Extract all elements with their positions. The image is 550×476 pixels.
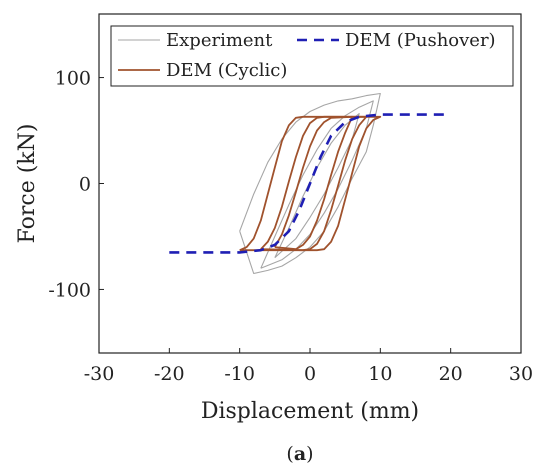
series-layer <box>169 92 451 275</box>
x-axis-label: Displacement (mm) <box>201 399 419 424</box>
x-tick-label: -10 <box>224 363 255 385</box>
caption-open: ( <box>286 443 293 465</box>
x-tick-label: 30 <box>509 363 533 385</box>
legend-label-cyclic: DEM (Cyclic) <box>166 60 287 81</box>
y-axis-label: Force (kN) <box>15 124 40 244</box>
caption-close: ) <box>306 443 313 465</box>
legend-label-experiment: Experiment <box>166 30 273 51</box>
series-experiment-loop-3 <box>274 113 360 259</box>
x-tick-label: -20 <box>154 363 185 385</box>
figure-caption: (a) <box>286 443 313 465</box>
x-tick-label: 10 <box>368 363 392 385</box>
x-tick-label: 0 <box>304 363 316 385</box>
series-dem-cyclic-loop-3 <box>274 115 354 251</box>
series-experiment-loop-1 <box>239 92 381 275</box>
x-tick-label: 20 <box>439 363 463 385</box>
legend-box <box>110 25 514 87</box>
series-dem-pushover-line <box>169 113 451 254</box>
series-dem-cyclic-loop-1 <box>239 115 382 252</box>
y-tick-label: -100 <box>48 279 91 301</box>
legend: Experiment DEM (Pushover) DEM (Cyclic) <box>110 25 514 87</box>
y-tick-label: 0 <box>79 174 91 196</box>
caption-letter: a <box>294 443 306 465</box>
y-tick-label: 100 <box>55 68 91 90</box>
x-tick-label: -30 <box>84 363 115 385</box>
legend-label-pushover: DEM (Pushover) <box>345 30 496 51</box>
